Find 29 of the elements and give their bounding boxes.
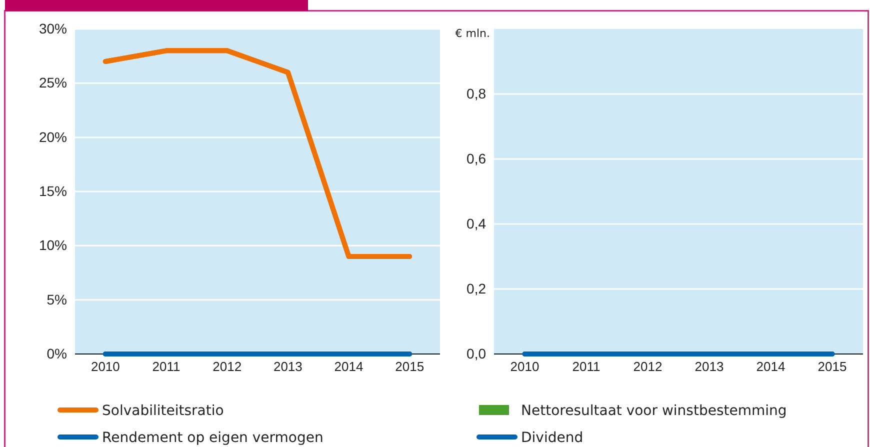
y-tick-label: 0,2 [466, 280, 486, 296]
legend-label: Nettoresultaat voor winstbestemming [521, 403, 787, 419]
x-tick-label: 2014 [756, 359, 786, 374]
y-tick-label: 0,0 [466, 345, 486, 362]
y-tick-label: 20% [38, 128, 67, 145]
x-tick-label: 2014 [334, 359, 364, 374]
x-tick-label: 2013 [694, 359, 724, 374]
y-tick-label: 0,6 [466, 150, 486, 166]
y-tick-label: 25% [38, 74, 67, 91]
legend-label: Dividend [521, 430, 584, 446]
y-tick-label: 15% [38, 182, 67, 199]
x-tick-label: 2011 [572, 359, 600, 374]
x-tick-label: 2012 [212, 359, 242, 374]
y-tick-label: 10% [38, 237, 67, 254]
x-tick-label: 2015 [395, 359, 424, 374]
y-tick-label: 0,4 [466, 215, 486, 232]
x-tick-label: 2015 [818, 359, 847, 374]
legend-label: Solvabiliteitsratio [102, 403, 224, 419]
x-tick-label: 2010 [90, 359, 120, 374]
x-tick-label: 2012 [633, 359, 662, 374]
y-axis-title: € mln. [455, 27, 490, 40]
legend-label: Rendement op eigen vermogen [102, 430, 324, 446]
x-tick-label: 2011 [152, 359, 180, 374]
x-tick-label: 2013 [273, 359, 302, 374]
y-tick-label: 0% [46, 345, 67, 362]
y-tick-label: 0,8 [466, 85, 486, 102]
y-tick-label: 30% [38, 20, 67, 36]
y-tick-label: 5% [46, 291, 67, 308]
x-tick-label: 2010 [510, 359, 540, 374]
